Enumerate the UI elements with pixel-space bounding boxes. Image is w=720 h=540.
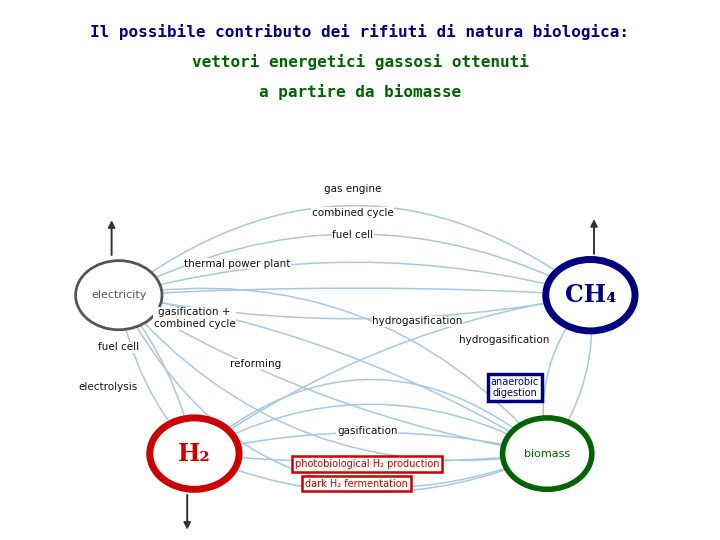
Circle shape [503, 418, 592, 489]
Text: gasification: gasification [337, 426, 397, 436]
Circle shape [546, 260, 635, 331]
Text: electrolysis: electrolysis [78, 382, 138, 393]
Circle shape [150, 418, 239, 489]
Text: thermal power plant: thermal power plant [184, 259, 291, 268]
Text: reforming: reforming [230, 359, 282, 369]
Text: hydrogasification: hydrogasification [372, 316, 463, 326]
Text: photobiological H₂ production: photobiological H₂ production [295, 459, 439, 469]
Text: combined cycle: combined cycle [312, 208, 394, 218]
Text: hydrogasification: hydrogasification [459, 335, 549, 345]
Text: vettori energetici gassosi ottenuti: vettori energetici gassosi ottenuti [192, 54, 528, 70]
Text: H₂: H₂ [178, 442, 211, 465]
Text: dark H₂ fermentation: dark H₂ fermentation [305, 478, 408, 489]
Text: gas engine: gas engine [324, 184, 382, 194]
Text: electricity: electricity [91, 290, 146, 300]
Text: anaerobic
digestion: anaerobic digestion [490, 376, 539, 398]
Text: CH₄: CH₄ [564, 283, 616, 307]
Text: fuel cell: fuel cell [332, 230, 374, 240]
Text: gasification +
combined cycle: gasification + combined cycle [153, 307, 235, 329]
Circle shape [76, 261, 162, 330]
Text: fuel cell: fuel cell [98, 342, 140, 352]
Text: Il possibile contributo dei rifiuti di natura biologica:: Il possibile contributo dei rifiuti di n… [91, 24, 629, 40]
Text: a partire da biomasse: a partire da biomasse [259, 84, 461, 100]
Text: biomass: biomass [524, 449, 570, 458]
